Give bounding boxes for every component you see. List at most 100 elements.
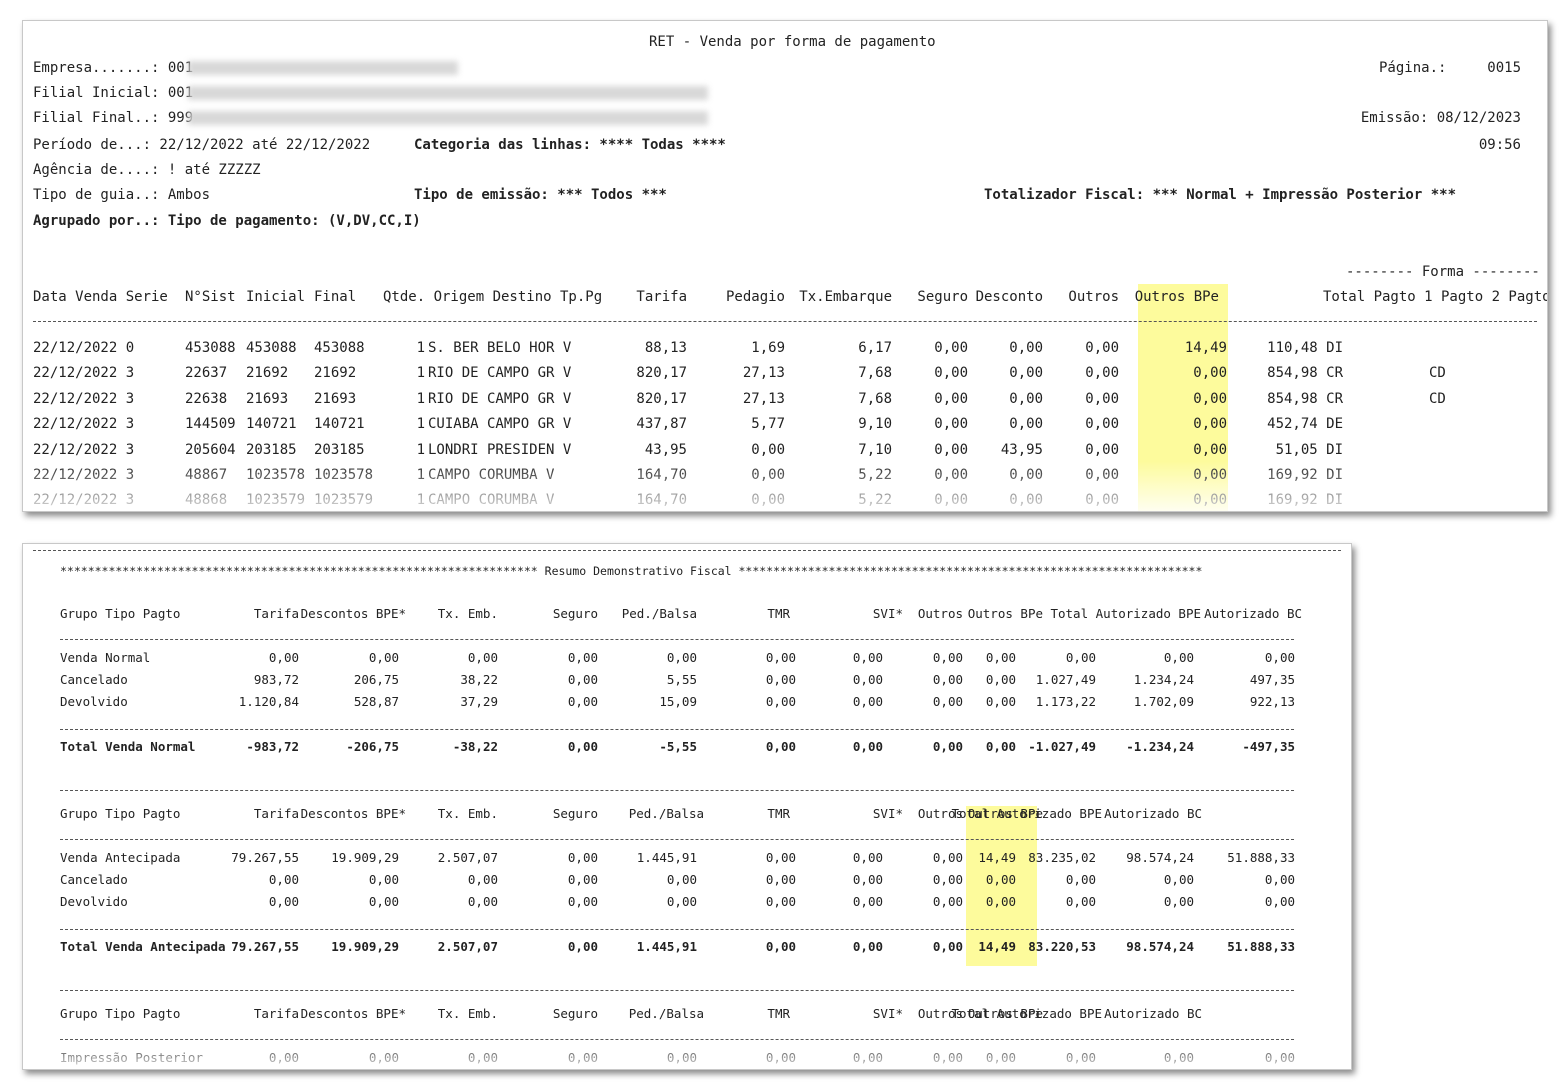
table-cell: 27,13 <box>742 390 785 407</box>
table-cell: 7,68 <box>858 390 892 407</box>
table-cell: 0,00 <box>1193 390 1227 407</box>
summary-column-header: TMR <box>767 606 790 621</box>
column-header: Seguro <box>917 289 968 305</box>
table-cell: RIO DE CAMPO GR V <box>428 390 572 407</box>
summary-total-cell: 0,00 <box>852 739 883 754</box>
summary-column-header: Descontos BPE* <box>300 806 406 821</box>
table-cell: 43,95 <box>1000 441 1043 458</box>
table-cell: 0,00 <box>1193 416 1227 433</box>
table-cell: 51,05 DI <box>1275 441 1343 458</box>
summary-cell: 0,00 <box>1264 650 1295 665</box>
summary-cell: 0,00 <box>852 872 883 887</box>
summary-column-header: Outros BPe <box>967 1006 1043 1021</box>
header-divider <box>33 321 1537 322</box>
summary-cell: Venda Normal <box>60 650 151 665</box>
summary-cell: 0,00 <box>1065 872 1096 887</box>
summary-cell: 0,00 <box>1163 650 1194 665</box>
summary-divider <box>60 790 1294 791</box>
table-cell: 144509 <box>185 416 236 433</box>
table-cell: 0,00 <box>1085 416 1119 433</box>
table-cell: 0,00 <box>1193 365 1227 382</box>
column-header: Tarifa <box>636 289 687 305</box>
table-cell: 0,00 <box>934 365 968 382</box>
summary-column-header: TMR <box>767 1006 790 1021</box>
summary-cell: 0,00 <box>268 894 299 909</box>
table-cell: 21692 <box>246 365 289 382</box>
agencia-label: Agência de....: ! até ZZZZZ <box>33 162 261 178</box>
summary-column-header: Tx. Emb. <box>437 1006 498 1021</box>
summary-cell: 0,00 <box>985 650 1016 665</box>
column-header: Inicial <box>246 289 306 305</box>
summary-column-header: SVI* <box>872 606 903 621</box>
summary-column-header: Outros BPe <box>967 606 1043 621</box>
summary-cell: 0,00 <box>1065 894 1096 909</box>
emissao-date: Emissão: 08/12/2023 <box>1360 110 1521 126</box>
summary-cell: 79.267,55 <box>231 850 299 865</box>
summary-cell: 1.173,22 <box>1035 694 1096 709</box>
summary-column-header: Tx. Emb. <box>437 806 498 821</box>
summary-total-cell: 1.445,91 <box>636 939 697 954</box>
summary-column-header: Ped./Balsa <box>621 606 697 621</box>
table-cell: 0,00 <box>751 441 785 458</box>
report-title: RET - Venda por forma de pagamento <box>649 34 936 50</box>
summary-cell: 206,75 <box>353 672 399 687</box>
table-cell: 1 <box>416 441 425 458</box>
summary-column-header: Seguro <box>552 606 598 621</box>
summary-cell: Devolvido <box>60 694 128 709</box>
column-header: Final <box>314 289 357 305</box>
summary-cell: 0,00 <box>666 650 697 665</box>
summary-cell: 0,00 <box>852 850 883 865</box>
summary-total-cell: 0,00 <box>852 939 883 954</box>
summary-column-header: SVI* <box>872 1006 903 1021</box>
table-cell: 0,00 <box>1009 416 1043 433</box>
table-cell: 0,00 <box>1193 441 1227 458</box>
table-cell: 0,00 <box>1085 441 1119 458</box>
summary-cell: 0,00 <box>765 872 796 887</box>
table-cell: RIO DE CAMPO GR V <box>428 365 572 382</box>
summary-cell: 1.234,24 <box>1133 672 1194 687</box>
pagina-label: Página.: <box>1379 60 1447 76</box>
pagina-value: 0015 <box>1487 60 1521 76</box>
summary-column-header: Total Autorizado BPE <box>951 1006 1102 1021</box>
filial-inicial-label: Filial Inicial: 001 <box>33 85 194 101</box>
summary-cell: 0,00 <box>932 872 963 887</box>
table-cell: 43,95 <box>644 441 687 458</box>
summary-cell: 1.445,91 <box>636 850 697 865</box>
table-cell: 7,10 <box>858 441 892 458</box>
column-header: Desconto <box>975 289 1043 305</box>
table-cell: 22/12/2022 3 <box>33 365 135 382</box>
table-cell: 21693 <box>314 390 357 407</box>
summary-cell: 0,00 <box>567 650 598 665</box>
summary-column-header: Outros BPe <box>967 806 1043 821</box>
summary-cell: 0,00 <box>368 872 399 887</box>
summary-cell: 497,35 <box>1249 672 1295 687</box>
column-header: Outros <box>1068 289 1119 305</box>
filial-final-label: Filial Final..: 999 <box>33 110 194 126</box>
summary-column-header: Autorizado BC <box>1204 606 1302 621</box>
table-cell: 203185 <box>246 441 297 458</box>
table-cell: 0,00 <box>934 390 968 407</box>
summary-cell: Venda Antecipada <box>60 850 181 865</box>
table-cell: CUIABA CAMPO GR V <box>428 416 572 433</box>
table-cell: 22/12/2022 3 <box>33 390 135 407</box>
column-header: Pedagio <box>725 289 785 305</box>
table-cell: 0,00 <box>1085 390 1119 407</box>
tipo-guia-label: Tipo de guia..: Ambos <box>33 187 211 203</box>
summary-column-header: Descontos BPE* <box>300 606 406 621</box>
summary-cell: 0,00 <box>765 650 796 665</box>
summary-column-header: Outros <box>917 1006 963 1021</box>
summary-cell: 1.027,49 <box>1035 672 1096 687</box>
table-cell: 22/12/2022 3 <box>33 441 135 458</box>
summary-total-cell: 0,00 <box>765 939 796 954</box>
summary-cell: 5,55 <box>666 672 697 687</box>
summary-cell: 0,00 <box>567 850 598 865</box>
summary-cell: 0,00 <box>932 894 963 909</box>
summary-column-header: Tx. Emb. <box>437 606 498 621</box>
table-cell: S. BER BELO HOR V <box>428 340 572 356</box>
table-cell: 22/12/2022 0 <box>33 340 135 356</box>
summary-cell: 0,00 <box>467 650 498 665</box>
summary-cell: 0,00 <box>985 694 1016 709</box>
summary-cell: 0,00 <box>467 894 498 909</box>
summary-cell: 0,00 <box>932 650 963 665</box>
summary-cell: 0,00 <box>268 650 299 665</box>
